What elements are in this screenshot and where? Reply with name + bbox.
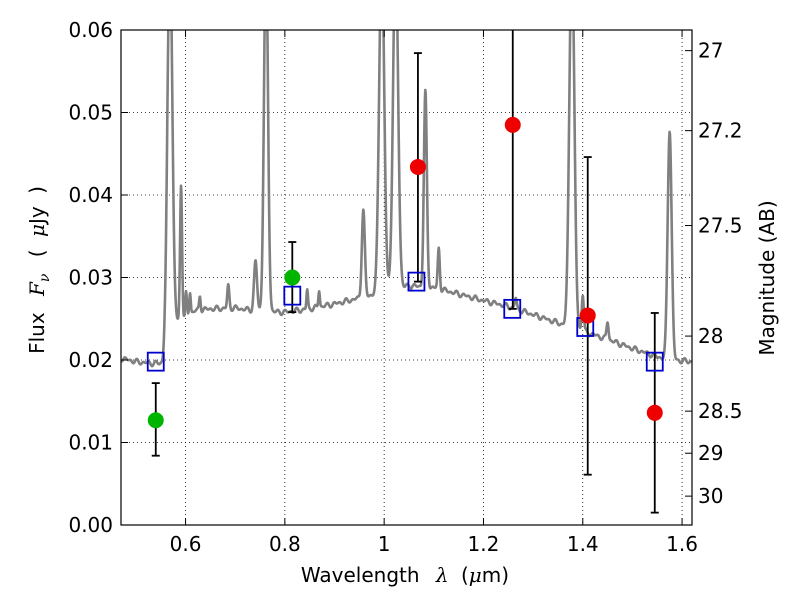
grid-layer (121, 29, 692, 526)
synthetic-flux-square (503, 298, 522, 319)
observed-point-green (147, 412, 164, 429)
y-axis-title-main: Flux (25, 312, 49, 354)
x-axis-title-mu: μ (469, 563, 482, 587)
y2-tick-label: 27.2 (698, 119, 743, 143)
x-tick-label: 0.6 (170, 532, 202, 556)
plot-frame (120, 29, 693, 526)
x-axis-title: Wavelength λ (μm) (301, 563, 509, 587)
y-tick-label: 0.02 (68, 348, 113, 372)
y-tick-label: 0.05 (68, 101, 113, 125)
marker-layer (146, 116, 664, 429)
x-axis-title-open: ( (461, 563, 469, 587)
model-spectrum-line (121, 30, 692, 368)
y-tick-label: 0.03 (68, 266, 113, 290)
y2-axis-title: Magnitude (AB) (755, 200, 779, 355)
synthetic-flux-square (146, 351, 165, 372)
y-tick-label: 0.06 (68, 18, 113, 42)
synthetic-flux-square (645, 351, 664, 372)
observed-point-red (504, 116, 521, 133)
y2-tick-label: 28 (698, 324, 723, 348)
y2-tick-label: 29 (698, 441, 723, 465)
x-tick-label: 1 (378, 532, 391, 556)
y-tick-label: 0.01 (68, 431, 113, 455)
ticks-layer: 0.6 0.8 1 1.2 1.4 1.6 0.00 0.01 0.02 0.03 0.04 0.05… (68, 18, 742, 556)
y-axis-title-close: ) (25, 186, 49, 194)
observed-point-red (646, 404, 663, 421)
observed-point-red (579, 307, 596, 324)
y-axis-title-open: ( (25, 249, 49, 257)
x-tick-label: 1.4 (567, 532, 599, 556)
x-axis-title-main: Wavelength (301, 563, 420, 587)
y-axis-title-sub: ν (37, 273, 53, 282)
synthetic-flux-square (407, 271, 426, 292)
y2-tick-label: 27 (698, 39, 723, 63)
y-axis-title: Flux Fν ( μJy ) (25, 186, 54, 354)
observed-point-red (409, 158, 426, 175)
y2-tick-label: 28.5 (698, 399, 743, 423)
y-axis-title-unit: Jy (25, 206, 49, 226)
synthetic-flux-square (283, 285, 302, 306)
y-tick-label: 0.00 (68, 513, 113, 537)
y-axis-title-mu: μ (25, 224, 49, 237)
observed-point-green (284, 269, 301, 286)
model-spectrum-layer (121, 30, 692, 368)
x-tick-label: 1.2 (468, 532, 500, 556)
x-tick-label: 1.6 (666, 532, 698, 556)
x-axis-title-symbol: λ (435, 563, 449, 587)
y-axis-title-symbol: F (25, 281, 49, 297)
y-tick-label: 0.04 (68, 183, 113, 207)
y2-tick-label: 27.5 (698, 214, 743, 238)
x-tick-label: 0.8 (269, 532, 301, 556)
x-axis-title-unit: m) (482, 563, 509, 587)
y2-tick-label: 30 (698, 484, 723, 508)
